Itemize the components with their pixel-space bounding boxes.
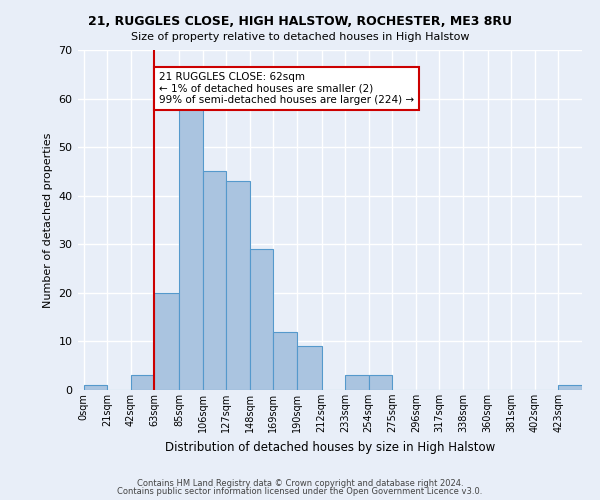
X-axis label: Distribution of detached houses by size in High Halstow: Distribution of detached houses by size … bbox=[165, 440, 495, 454]
Text: Contains public sector information licensed under the Open Government Licence v3: Contains public sector information licen… bbox=[118, 487, 482, 496]
Bar bbox=[179, 104, 203, 390]
Y-axis label: Number of detached properties: Number of detached properties bbox=[43, 132, 53, 308]
Text: Contains HM Land Registry data © Crown copyright and database right 2024.: Contains HM Land Registry data © Crown c… bbox=[137, 478, 463, 488]
Bar bbox=[274, 332, 297, 390]
Bar bbox=[131, 376, 154, 390]
Bar bbox=[369, 376, 392, 390]
Bar bbox=[203, 172, 226, 390]
Bar bbox=[345, 376, 369, 390]
Bar bbox=[226, 181, 250, 390]
Text: 21 RUGGLES CLOSE: 62sqm
← 1% of detached houses are smaller (2)
99% of semi-deta: 21 RUGGLES CLOSE: 62sqm ← 1% of detached… bbox=[159, 72, 414, 105]
Bar bbox=[559, 385, 582, 390]
Bar bbox=[250, 249, 274, 390]
Text: Size of property relative to detached houses in High Halstow: Size of property relative to detached ho… bbox=[131, 32, 469, 42]
Bar bbox=[297, 346, 322, 390]
Bar bbox=[154, 293, 179, 390]
Text: 21, RUGGLES CLOSE, HIGH HALSTOW, ROCHESTER, ME3 8RU: 21, RUGGLES CLOSE, HIGH HALSTOW, ROCHEST… bbox=[88, 15, 512, 28]
Bar bbox=[83, 385, 107, 390]
